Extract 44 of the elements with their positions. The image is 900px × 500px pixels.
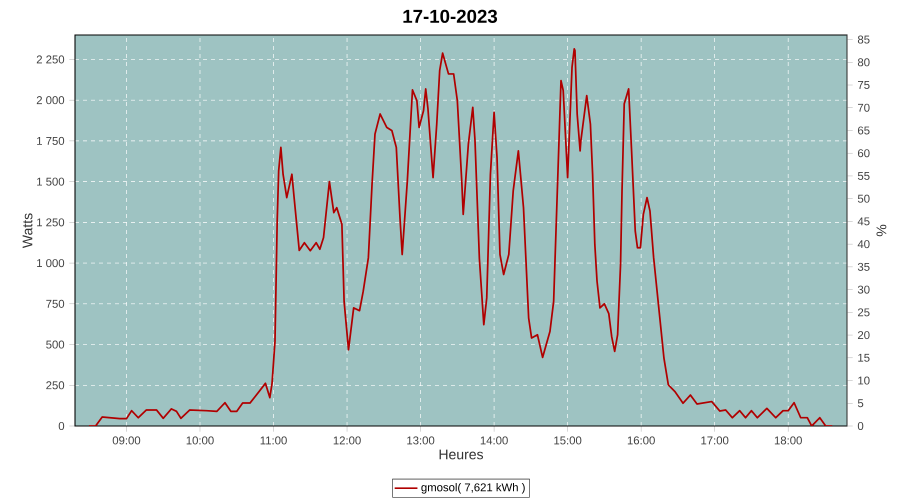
x-tick-label: 14:00 [480, 436, 508, 444]
legend-label: gmosol( 7,621 kWh ) [421, 483, 525, 494]
x-tick-label: 10:00 [186, 436, 214, 444]
x-tick-label: 13:00 [407, 436, 434, 444]
y2-tick-label: 55 [858, 172, 870, 180]
y2-tick-label: 80 [858, 58, 870, 66]
x-tick-label: 16:00 [628, 436, 655, 444]
y2-tick-label: 0 [858, 422, 864, 430]
y2-tick-label: 60 [858, 149, 870, 158]
y2-tick-label: 45 [858, 217, 870, 226]
y2-tick-label: 75 [858, 81, 870, 89]
x-tick-label: 18:00 [774, 436, 802, 444]
y-tick-label: 250 [46, 381, 64, 390]
y-tick-label: 2 000 [36, 96, 64, 104]
y2-tick-label: 85 [858, 36, 870, 44]
y-tick-label: 2 250 [36, 55, 64, 64]
y2-tick-label: 65 [858, 126, 870, 134]
x-tick-label: 15:00 [554, 436, 582, 444]
y2-tick-label: 40 [858, 240, 870, 248]
y-tick-label: 500 [46, 340, 64, 349]
y-axis-title: Watts [22, 213, 32, 248]
y2-tick-label: 15 [858, 354, 870, 362]
y2-tick-label: 10 [858, 376, 870, 385]
x-axis-title: Heures [440, 450, 484, 460]
y2-tick-label: 20 [858, 331, 870, 340]
y-tick-label: 750 [46, 300, 64, 308]
x-tick-label: 11:00 [260, 436, 287, 444]
y-tick-label: 1 750 [37, 136, 64, 145]
y2-tick-label: 50 [858, 194, 870, 203]
chart-title: 17-10-2023 [403, 10, 498, 23]
y-tick-label: 1 250 [37, 218, 64, 226]
y2-tick-label: 70 [858, 104, 870, 112]
y2-tick-label: 30 [858, 286, 870, 294]
x-tick-label: 09:00 [112, 436, 140, 444]
line-series [88, 48, 834, 426]
y2-tick-label: 5 [858, 399, 864, 408]
y-tick-label: 0 [58, 422, 64, 430]
y2-tick-label: 25 [858, 308, 870, 316]
y2-tick-label: 35 [858, 262, 870, 271]
y-tick-label: 1 500 [37, 178, 64, 186]
y-tick-label: 1 000 [37, 259, 64, 268]
y2-axis-title: % [876, 224, 886, 236]
x-tick-label: 12:00 [334, 436, 361, 444]
x-tick-label: 17:00 [701, 436, 728, 444]
